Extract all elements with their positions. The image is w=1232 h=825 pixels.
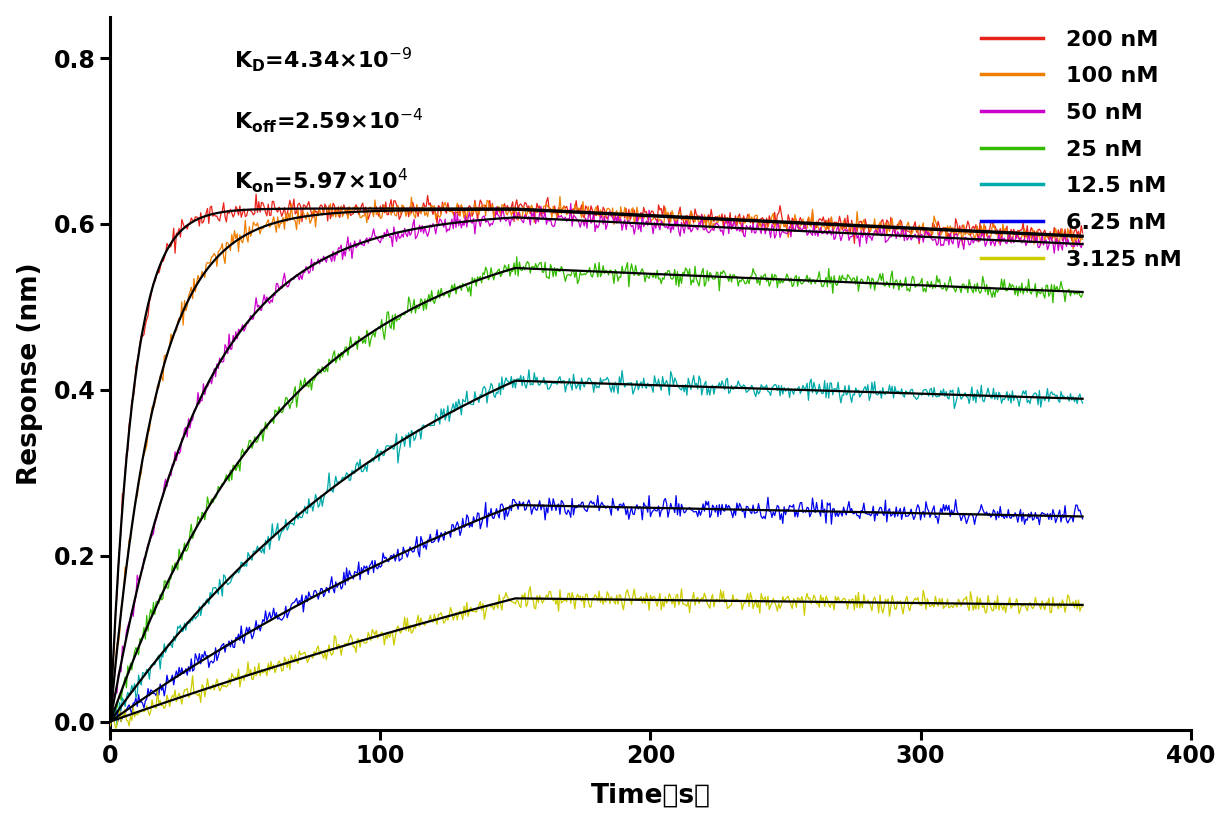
Legend: 200 nM, 100 nM, 50 nM, 25 nM, 12.5 nM, 6.25 nM, 3.125 nM: 200 nM, 100 nM, 50 nM, 25 nM, 12.5 nM, 6… <box>972 21 1190 278</box>
Text: K$_\mathregular{on}$=5.97×10$^{4}$: K$_\mathregular{on}$=5.97×10$^{4}$ <box>234 167 409 196</box>
Text: K$_\mathregular{D}$=4.34×10$^{-9}$: K$_\mathregular{D}$=4.34×10$^{-9}$ <box>234 45 413 74</box>
Text: K$_\mathregular{off}$=2.59×10$^{-4}$: K$_\mathregular{off}$=2.59×10$^{-4}$ <box>234 106 424 134</box>
X-axis label: Time（s）: Time（s） <box>590 782 711 808</box>
Y-axis label: Response (nm): Response (nm) <box>17 262 43 484</box>
